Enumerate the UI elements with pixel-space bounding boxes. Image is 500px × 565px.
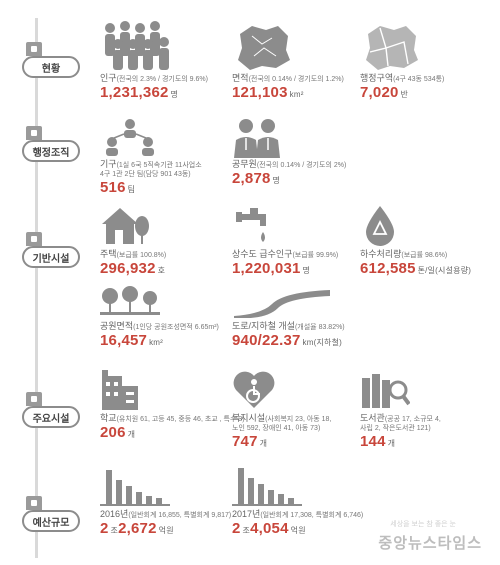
- district-map-icon: [366, 26, 418, 70]
- schools-stat: 학교(유치원 61, 고등 45, 중등 46, 초교 , 특수 3) 206 개: [100, 368, 245, 441]
- watermark: 중앙뉴스타임스: [378, 535, 482, 552]
- coins-icon: [26, 496, 42, 510]
- category-label: 기반시설: [22, 246, 80, 268]
- category-organization: 행정조직: [22, 126, 80, 162]
- person-icon: [26, 42, 42, 56]
- roads-stat: 도로/지하철 개설(개설율 83.82%) 940/22.37 km(지하철): [232, 286, 345, 349]
- organization-stat: 기구(1실 6국 5직속기관 11사업소 4구 1관 2단 팀(담당 901 4…: [100, 118, 202, 196]
- category-label: 현황: [22, 56, 80, 78]
- housing-stat: 주택(보급률 100.8%) 296,932 호: [100, 204, 166, 277]
- org-chart-icon: [106, 119, 154, 156]
- building-icon: [26, 126, 42, 140]
- parks-stat: 공원면적(1인당 공원조성면적 6.65m²) 16,457 km²: [100, 286, 219, 349]
- officials-icon: [234, 119, 280, 158]
- category-status: 현황: [22, 42, 80, 78]
- map-icon: [238, 26, 290, 70]
- water-supply-stat: 상수도 급수인구(보급률 99.9%) 1,220,031 명: [232, 204, 338, 277]
- welfare-stat: 복지시설(사회복지 23, 아동 18, 노인 592, 장애인 41, 아동 …: [232, 368, 331, 450]
- recycle-drop-icon: [366, 206, 394, 246]
- category-label: 주요시설: [22, 406, 80, 428]
- officials-stat: 공무원(전국의 0.14% / 경기도의 2%) 2,878 명: [232, 118, 346, 187]
- budget-2017-stat: 2017년(일반회계 17,308, 특별회계 6,746) 2 조4,054 억원: [232, 468, 363, 537]
- category-infrastructure: 기반시설: [22, 232, 80, 268]
- wheelchair-heart-icon: [233, 371, 275, 408]
- books-search-icon: [362, 374, 410, 408]
- area-value: 121,103 km²: [232, 84, 304, 101]
- house-icon: [26, 232, 42, 246]
- flag-icon: [26, 392, 42, 406]
- area-stat: 면적(전국의 0.14% / 경기도의 1.2%) 121,103 km²: [232, 22, 344, 101]
- bar-graph-icon: [232, 468, 302, 506]
- faucet-icon: [236, 208, 266, 242]
- category-facilities: 주요시설: [22, 392, 80, 428]
- house-tree-icon: [102, 208, 149, 244]
- school-building-icon: [102, 370, 138, 410]
- people-group-icon: [105, 21, 169, 70]
- watermark-tagline: 세상을 보는 참 좋은 눈: [390, 521, 456, 528]
- admin-district-value: 7,020 반: [360, 84, 409, 101]
- trees-icon: [100, 286, 160, 315]
- category-budget: 예산규모: [22, 496, 80, 532]
- category-label: 예산규모: [22, 510, 80, 532]
- admin-district-stat: 행정구역(4구 43동 534통) 7,020 반: [360, 22, 444, 101]
- population-value: 1,231,362 명: [100, 84, 179, 101]
- timeline-line: [35, 18, 38, 558]
- sewage-stat: 하수처리량(보급률 98.6%) 612,585 톤/일(시설용량): [360, 204, 471, 277]
- bar-graph-icon: [100, 470, 170, 506]
- road-icon: [234, 290, 330, 318]
- libraries-stat: 도서관(공공 17, 소규모 4, 사립 2, 작은도서관 121) 144 개: [360, 368, 441, 450]
- budget-2016-stat: 2016년(일반회계 16,855, 특별회계 9,817) 2 조2,672 억원: [100, 468, 231, 537]
- category-label: 행정조직: [22, 140, 80, 162]
- population-stat: 인구(전국의 2.3% / 경기도의 9.6%) 1,231,362 명: [100, 20, 208, 101]
